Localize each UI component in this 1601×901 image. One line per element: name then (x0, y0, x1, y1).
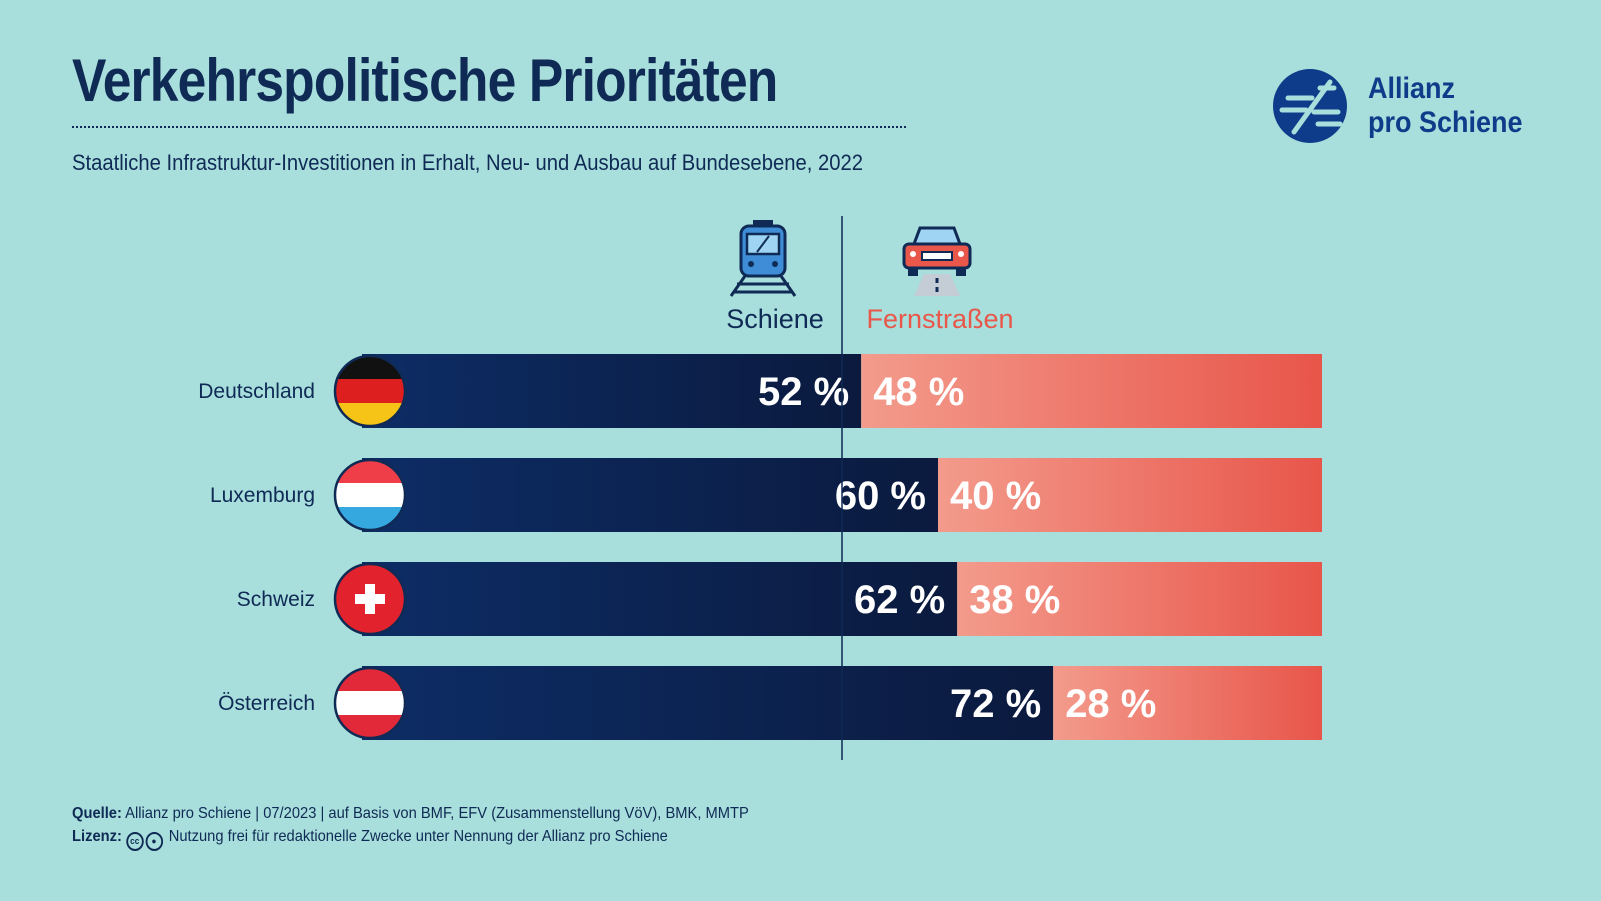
bar-schiene (362, 666, 1054, 740)
bar-fernstrassen (1053, 666, 1322, 740)
logo-line-1: Allianz (1368, 72, 1456, 105)
value-label-schiene: 62 % (854, 578, 945, 622)
page-subtitle: Staatliche Infrastruktur-Investitionen i… (72, 150, 863, 175)
car-icon (902, 226, 972, 296)
logo-line-2: pro Schiene (1368, 106, 1523, 139)
bar-schiene (362, 354, 862, 428)
country-label: Deutschland (198, 380, 315, 403)
value-label-schiene: 72 % (950, 682, 1041, 726)
value-label-schiene: 52 % (758, 370, 849, 414)
value-label-fernstrassen: 38 % (969, 578, 1060, 622)
license-text: Nutzung frei für redaktionelle Zwecke un… (168, 828, 668, 845)
bar-row: 60 % 40 % Luxemburg (210, 458, 1322, 532)
license-label: Lizenz: (72, 828, 122, 845)
logo-mark-icon (1273, 69, 1347, 143)
value-label-fernstrassen: 28 % (1065, 682, 1156, 726)
bar-schiene (362, 562, 958, 636)
bar-fernstrassen (861, 354, 1322, 428)
allianz-pro-schiene-logo: Allianz pro Schiene (1272, 68, 1532, 148)
country-label: Österreich (218, 692, 315, 715)
stacked-bar-chart: Schiene Fernstraßen 52 % 48 % Deutschland 6… (198, 216, 1322, 760)
by-icon: ● (145, 832, 163, 851)
bar-row: 52 % 48 % Deutschland (198, 354, 1322, 428)
country-label: Schweiz (237, 588, 315, 611)
luxembourg-flag-icon (333, 458, 407, 532)
germany-flag-icon (333, 354, 407, 428)
train-icon (729, 220, 797, 297)
bar-row: 72 % 28 % Österreich (218, 666, 1322, 740)
page-title: Verkehrspolitische Prioritäten (72, 47, 778, 114)
value-label-fernstrassen: 48 % (873, 370, 964, 414)
footer: Quelle: Allianz pro Schiene | 07/2023 | … (72, 802, 749, 851)
country-label: Luxemburg (210, 484, 315, 507)
source-text: Allianz pro Schiene | 07/2023 | auf Basi… (125, 805, 749, 822)
cc-icon: cc (125, 832, 144, 851)
bar-row: 62 % 38 % Schweiz (237, 562, 1322, 636)
switzerland-flag-icon (333, 562, 407, 636)
source-line: Quelle: Allianz pro Schiene | 07/2023 | … (72, 802, 749, 825)
title-divider (72, 126, 906, 128)
bar-fernstrassen (957, 562, 1322, 636)
legend-schiene: Schiene (726, 304, 824, 334)
source-label: Quelle: (72, 805, 122, 822)
license-line: Lizenz: cc ● Nutzung frei für redaktionel… (72, 825, 749, 851)
value-label-fernstrassen: 40 % (950, 474, 1041, 518)
logo-text: Allianz pro Schiene (1368, 72, 1523, 140)
bar-fernstrassen (938, 458, 1322, 532)
legend-fernstrassen: Fernstraßen (866, 304, 1013, 334)
austria-flag-icon (333, 666, 407, 740)
value-label-schiene: 60 % (835, 474, 926, 518)
